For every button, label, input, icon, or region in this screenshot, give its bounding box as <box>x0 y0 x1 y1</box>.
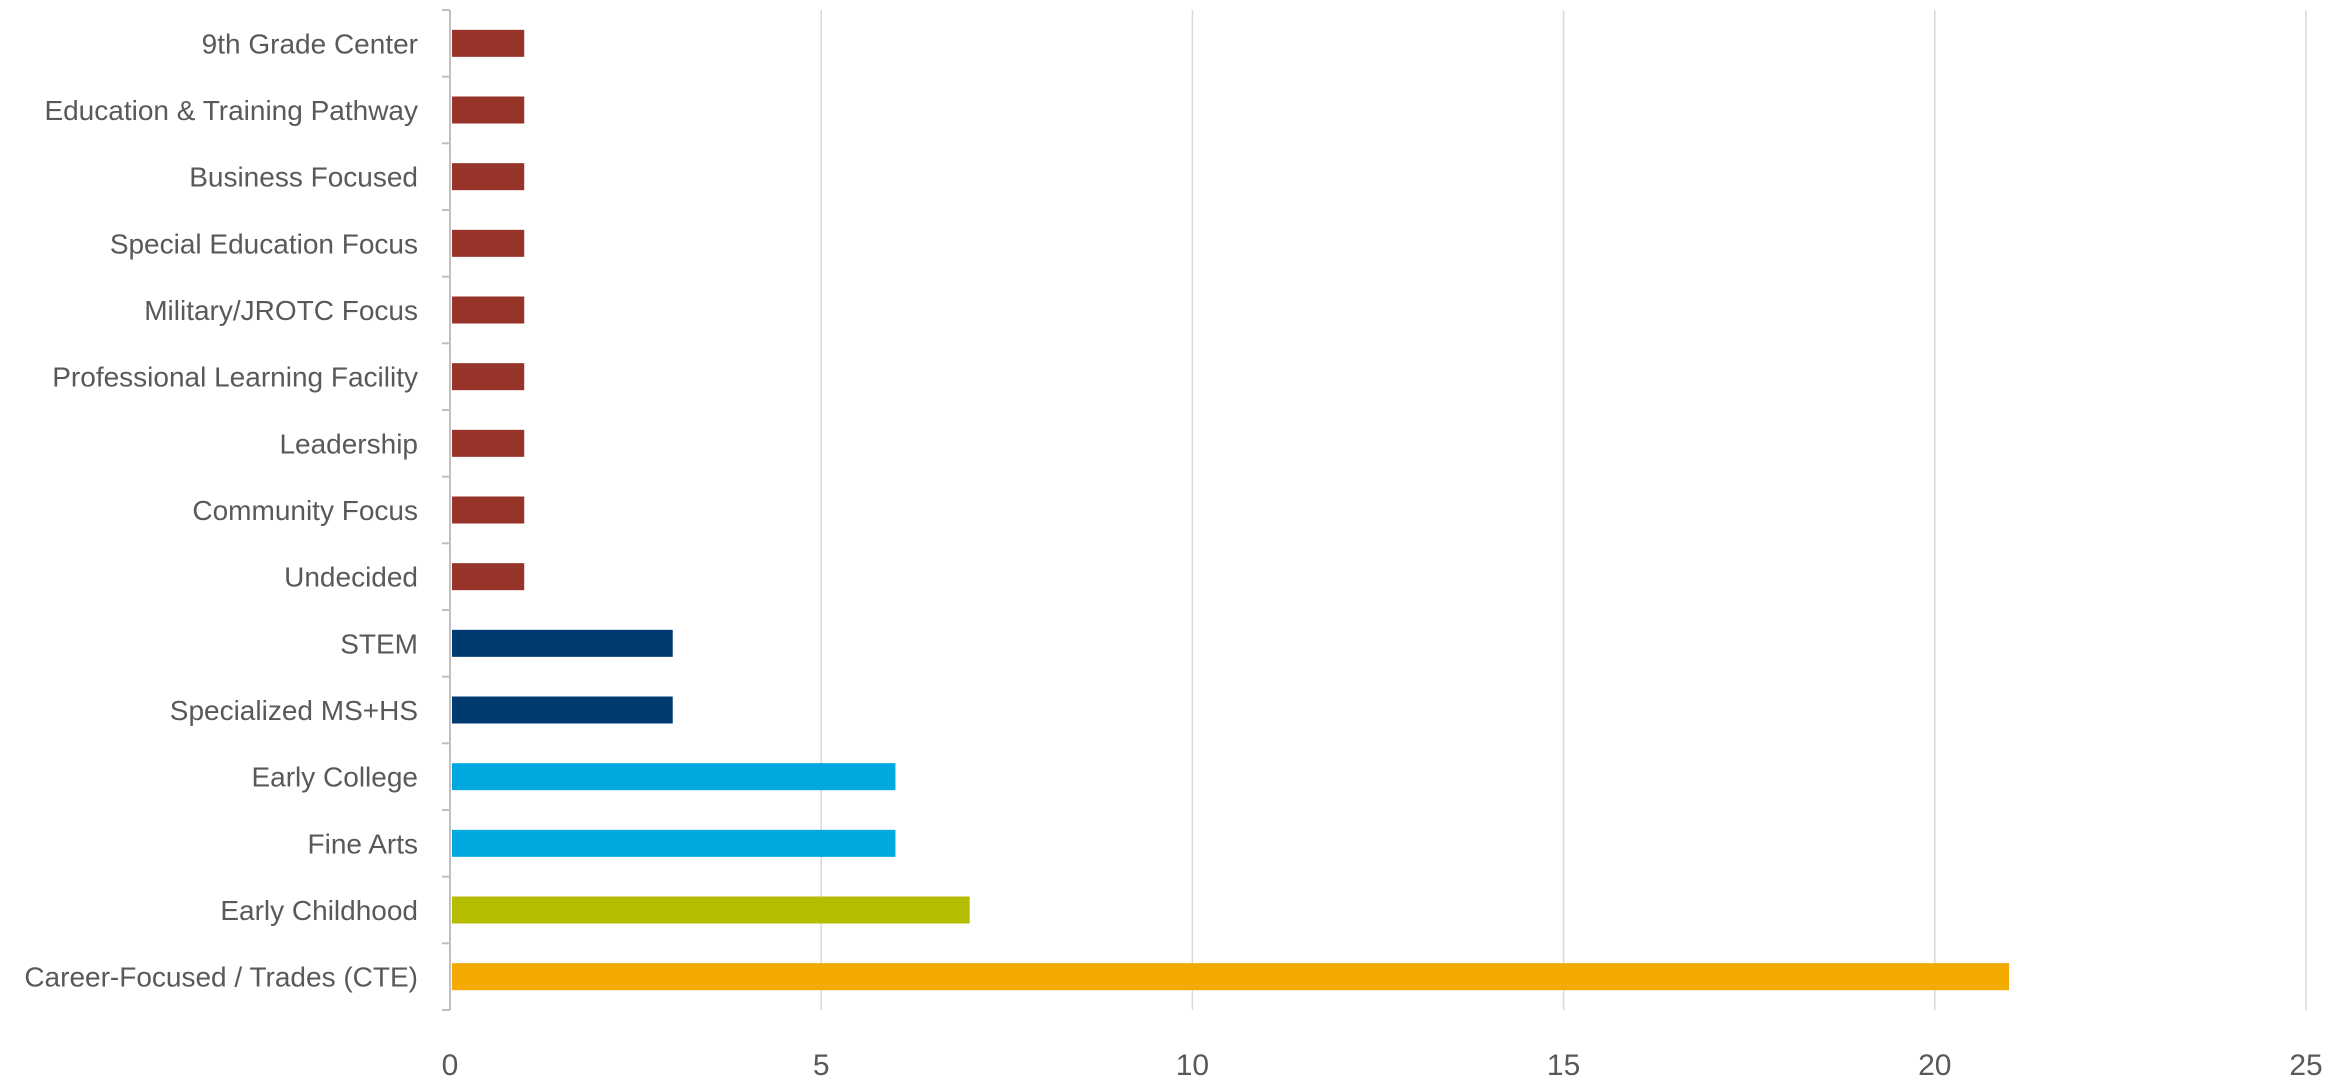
bar <box>452 696 673 724</box>
category-labels: 9th Grade Center Education & Training Pat… <box>24 28 418 992</box>
bar <box>452 963 2010 991</box>
category-label: Fine Arts <box>308 828 418 859</box>
bar <box>452 896 970 924</box>
bar <box>452 296 525 324</box>
value-axis-ticks: 0 5 10 15 20 25 <box>442 1049 2323 1081</box>
bar <box>452 429 525 457</box>
bar <box>452 563 525 591</box>
x-tick-label: 15 <box>1547 1049 1580 1081</box>
x-tick-label: 0 <box>442 1049 459 1081</box>
x-tick-label: 20 <box>1918 1049 1951 1081</box>
bar <box>452 763 896 791</box>
category-label: Military/JROTC Focus <box>144 295 418 326</box>
category-label: Early College <box>251 762 418 793</box>
category-label: Education & Training Pathway <box>44 95 418 126</box>
category-label: 9th Grade Center <box>202 28 418 59</box>
bar <box>452 29 525 57</box>
category-label: Career-Focused / Trades (CTE) <box>24 962 418 993</box>
category-label: Early Childhood <box>220 895 418 926</box>
category-label: Leadership <box>279 428 418 459</box>
gridlines <box>820 10 2307 1010</box>
x-tick-label: 25 <box>2289 1049 2322 1081</box>
x-tick-label: 5 <box>813 1049 830 1081</box>
category-label: Special Education Focus <box>110 228 418 259</box>
category-label: STEM <box>340 628 418 659</box>
bar <box>452 496 525 524</box>
bar <box>452 163 525 191</box>
bars <box>452 29 2010 991</box>
category-label: Specialized MS+HS <box>170 695 418 726</box>
category-axis <box>442 9 451 1011</box>
bar <box>452 229 525 257</box>
bar <box>452 363 525 391</box>
bar <box>452 829 896 857</box>
category-label: Professional Learning Facility <box>52 362 418 393</box>
bar <box>452 96 525 124</box>
bar <box>452 629 673 657</box>
category-label: Undecided <box>284 562 418 593</box>
x-tick-label: 10 <box>1176 1049 1209 1081</box>
category-label: Community Focus <box>192 495 418 526</box>
category-label: Business Focused <box>189 162 418 193</box>
